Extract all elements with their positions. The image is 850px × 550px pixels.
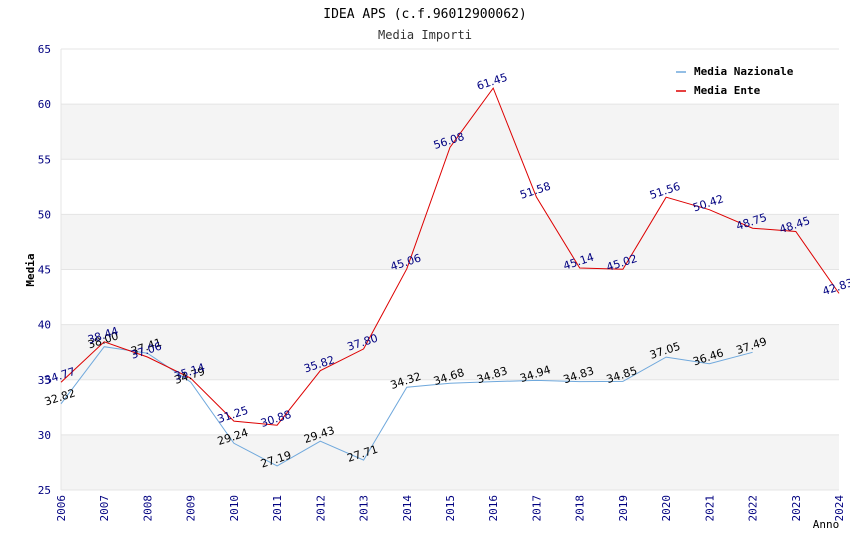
x-tick-label: 2017 (530, 495, 543, 522)
chart-title: IDEA APS (c.f.96012900062) (323, 7, 527, 22)
legend: Media Nazionale Media Ente (669, 59, 809, 101)
y-tick-label: 40 (38, 319, 51, 332)
legend-label-nazionale: Media Nazionale (694, 65, 794, 78)
x-axis-label: Anno (813, 518, 840, 531)
x-tick-label: 2009 (185, 495, 198, 522)
y-tick-label: 30 (38, 429, 51, 442)
series-line-nazionale (60, 346, 753, 467)
plot-band (61, 104, 839, 160)
plot-band (61, 214, 839, 270)
y-axis-ticks: 25 30 35 40 45 50 55 60 65 (38, 43, 51, 497)
x-tick-label: 2024 (833, 495, 846, 522)
x-tick-label: 2023 (790, 495, 803, 522)
x-tick-label: 2019 (617, 495, 630, 522)
grid-lines (60, 48, 839, 491)
x-tick-label: 2018 (574, 495, 587, 522)
x-tick-label: 2014 (401, 495, 414, 522)
plot-band (61, 269, 839, 325)
plot-band (61, 324, 839, 380)
x-tick-label: 2012 (314, 495, 327, 522)
plot-band (61, 159, 839, 215)
x-tick-label: 2020 (660, 495, 673, 522)
y-tick-label: 65 (38, 43, 51, 56)
series-lines (60, 87, 840, 467)
y-tick-label: 60 (38, 98, 51, 111)
series-line-ente (60, 87, 840, 426)
chart-subtitle: Media Importi (378, 28, 472, 42)
x-tick-label: 2011 (271, 495, 284, 522)
y-axis-label: Media (24, 253, 37, 286)
x-tick-label: 2010 (228, 495, 241, 522)
x-tick-label: 2015 (444, 495, 457, 522)
plot-band (61, 434, 839, 490)
y-tick-label: 35 (38, 374, 51, 387)
x-axis-ticks: 2006 2007 2008 2009 2010 2011 2012 2013 2014 2015… (55, 495, 846, 522)
x-tick-label: 2016 (487, 495, 500, 522)
y-tick-label: 55 (38, 153, 51, 166)
legend-box (669, 59, 809, 101)
x-tick-label: 2006 (55, 495, 68, 522)
plot-band (61, 379, 839, 435)
x-tick-label: 2013 (358, 495, 371, 522)
y-tick-label: 25 (38, 484, 51, 497)
plot-bands (61, 49, 839, 490)
x-tick-label: 2021 (703, 495, 716, 522)
x-tick-label: 2007 (98, 495, 111, 522)
x-tick-label: 2022 (747, 495, 760, 522)
y-tick-label: 50 (38, 208, 51, 221)
x-tick-label: 2008 (141, 495, 154, 522)
legend-label-ente: Media Ente (694, 84, 761, 97)
y-tick-label: 45 (38, 264, 51, 277)
